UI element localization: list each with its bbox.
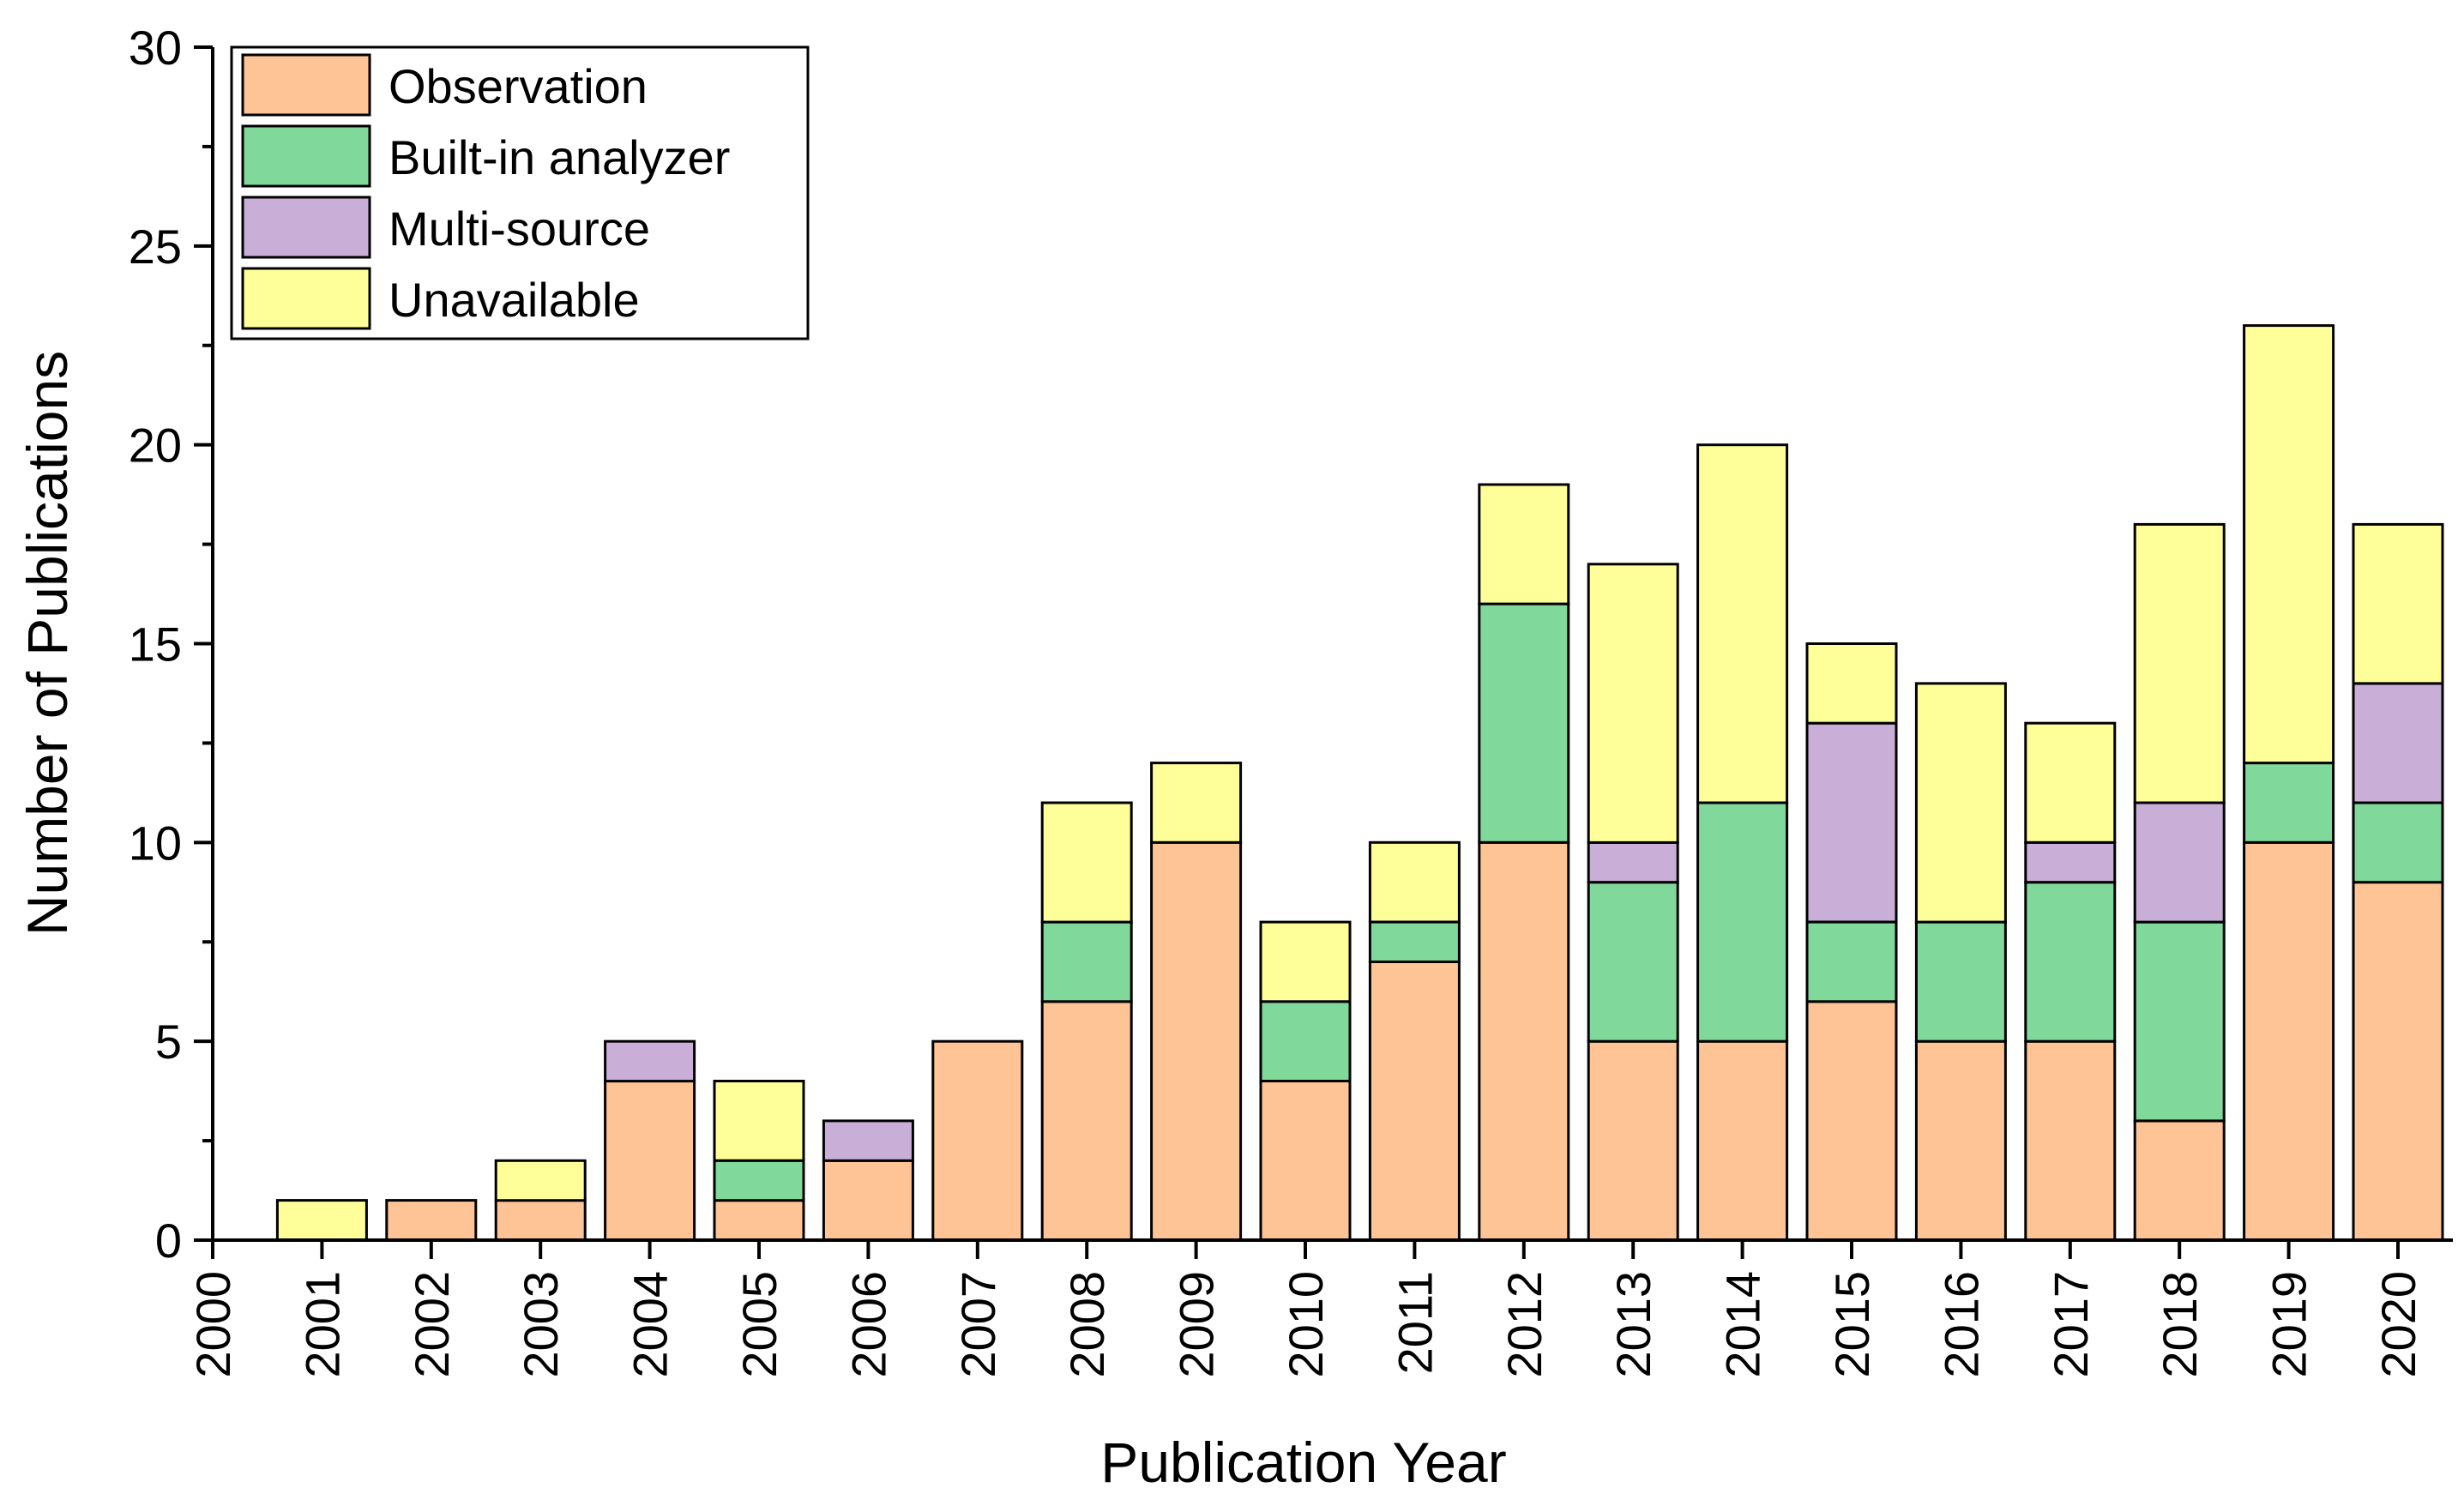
bar-2019-built-in-analyzer [2243, 762, 2335, 844]
x-tick-label-2014: 2014 [1716, 1271, 1770, 1378]
bar-2003-observation [494, 1199, 587, 1242]
bar-2008-built-in-analyzer [1040, 920, 1133, 1003]
x-tick-label-2015: 2015 [1825, 1271, 1879, 1378]
bar-2012-unavailable [1478, 483, 1570, 605]
bar-2014-unavailable [1696, 443, 1789, 804]
bar-2020-observation [2352, 881, 2444, 1242]
bar-2019-unavailable [2243, 324, 2335, 765]
x-tick-label-2004: 2004 [624, 1271, 678, 1378]
bar-2018-multi-source [2133, 801, 2226, 924]
bar-2013-observation [1587, 1039, 1679, 1242]
bar-2015-built-in-analyzer [1805, 920, 1898, 1003]
legend-swatch-built-in-analyzer [241, 124, 371, 188]
bar-2013-multi-source [1587, 840, 1679, 884]
bar-2017-built-in-analyzer [2024, 881, 2117, 1043]
x-tick-label-2002: 2002 [405, 1271, 459, 1378]
bars-group [275, 324, 2444, 1242]
y-tick-label-15: 15 [129, 617, 182, 672]
x-tick-label-2007: 2007 [951, 1271, 1005, 1378]
bar-2014-observation [1696, 1039, 1789, 1242]
bar-2006-observation [822, 1159, 914, 1242]
bar-2011-observation [1368, 960, 1461, 1242]
bar-2015-observation [1805, 1000, 1898, 1242]
bar-2006-multi-source [822, 1119, 914, 1162]
bar-2017-observation [2024, 1039, 2117, 1242]
bar-2010-unavailable [1259, 920, 1352, 1003]
bar-2002-observation [385, 1199, 478, 1242]
legend-label-built-in-analyzer: Built-in analyzer [389, 130, 730, 184]
legend-swatch-unavailable [241, 267, 371, 330]
y-ticks-group: 0 5 10 15 20 25 30 [129, 21, 213, 1268]
legend: Observation Built-in analyzer Multi-sour… [230, 45, 810, 340]
x-tick-label-2000: 2000 [186, 1271, 240, 1378]
bar-2016-built-in-analyzer [1914, 920, 2007, 1043]
bar-2004-multi-source [604, 1039, 696, 1083]
y-tick-label-5: 5 [155, 1015, 182, 1069]
x-tick-label-2017: 2017 [2044, 1271, 2098, 1378]
bar-2010-built-in-analyzer [1259, 1000, 1352, 1083]
x-ticks-group: 2000 2001 2002 2003 2004 2005 2006 2007 2008 2009… [186, 1240, 2425, 1378]
bar-2008-unavailable [1040, 801, 1133, 924]
x-tick-label-2018: 2018 [2153, 1271, 2207, 1378]
x-tick-label-2012: 2012 [1497, 1271, 1551, 1378]
x-tick-label-2020: 2020 [2371, 1271, 2425, 1378]
x-axis-title: Publication Year [1100, 1431, 1506, 1494]
bar-2019-observation [2243, 840, 2335, 1242]
bar-2018-built-in-analyzer [2133, 920, 2226, 1123]
bar-2020-unavailable [2352, 522, 2444, 685]
bar-2008-observation [1040, 1000, 1133, 1242]
bar-2005-observation [713, 1199, 805, 1242]
legend-label-multi-source: Multi-source [389, 202, 650, 256]
bar-2005-built-in-analyzer [713, 1159, 805, 1202]
x-tick-label-2008: 2008 [1060, 1271, 1114, 1378]
bar-2014-built-in-analyzer [1696, 801, 1789, 1043]
y-axis-title: Number of Publications [15, 351, 79, 936]
x-tick-label-2019: 2019 [2262, 1271, 2316, 1378]
bar-2015-unavailable [1805, 642, 1898, 725]
x-tick-label-2006: 2006 [841, 1271, 895, 1378]
bar-2020-built-in-analyzer [2352, 801, 2444, 884]
x-tick-label-2016: 2016 [1934, 1271, 1988, 1378]
bar-2009-observation [1150, 840, 1243, 1242]
x-tick-label-2009: 2009 [1170, 1271, 1224, 1378]
bar-2011-unavailable [1368, 840, 1461, 924]
bar-2009-unavailable [1150, 762, 1243, 844]
x-tick-label-2013: 2013 [1606, 1271, 1660, 1378]
y-tick-label-30: 30 [129, 21, 182, 75]
x-tick-label-2001: 2001 [295, 1271, 349, 1378]
bar-2004-observation [604, 1080, 696, 1242]
bar-2017-multi-source [2024, 840, 2117, 884]
y-tick-label-0: 0 [155, 1214, 182, 1268]
legend-swatch-observation [241, 53, 371, 117]
bar-2020-multi-source [2352, 682, 2444, 804]
bar-2007-observation [931, 1039, 1024, 1242]
bar-2016-observation [1914, 1039, 2007, 1242]
bar-2012-observation [1478, 840, 1570, 1242]
bar-2001-unavailable [275, 1199, 368, 1242]
bar-2015-multi-source [1805, 721, 1898, 924]
x-tick-label-2011: 2011 [1388, 1271, 1442, 1374]
x-tick-label-2005: 2005 [732, 1271, 786, 1378]
legend-label-observation: Observation [389, 59, 648, 113]
x-tick-label-2010: 2010 [1279, 1271, 1333, 1378]
bar-2018-unavailable [2133, 522, 2226, 804]
bar-2018-observation [2133, 1119, 2226, 1242]
bar-2005-unavailable [713, 1080, 805, 1162]
y-tick-label-25: 25 [129, 220, 182, 274]
bar-2013-built-in-analyzer [1587, 881, 1679, 1043]
bar-2010-observation [1259, 1080, 1352, 1242]
legend-swatch-multi-source [241, 196, 371, 259]
bar-2011-built-in-analyzer [1368, 920, 1461, 963]
y-tick-label-20: 20 [129, 419, 182, 473]
bar-2017-unavailable [2024, 721, 2117, 844]
bar-2016-unavailable [1914, 682, 2007, 924]
bar-2012-built-in-analyzer [1478, 602, 1570, 844]
legend-label-unavailable: Unavailable [389, 273, 640, 327]
x-tick-label-2003: 2003 [514, 1271, 568, 1378]
bar-2013-unavailable [1587, 563, 1679, 844]
y-tick-label-10: 10 [129, 816, 182, 870]
bar-2003-unavailable [494, 1159, 587, 1202]
